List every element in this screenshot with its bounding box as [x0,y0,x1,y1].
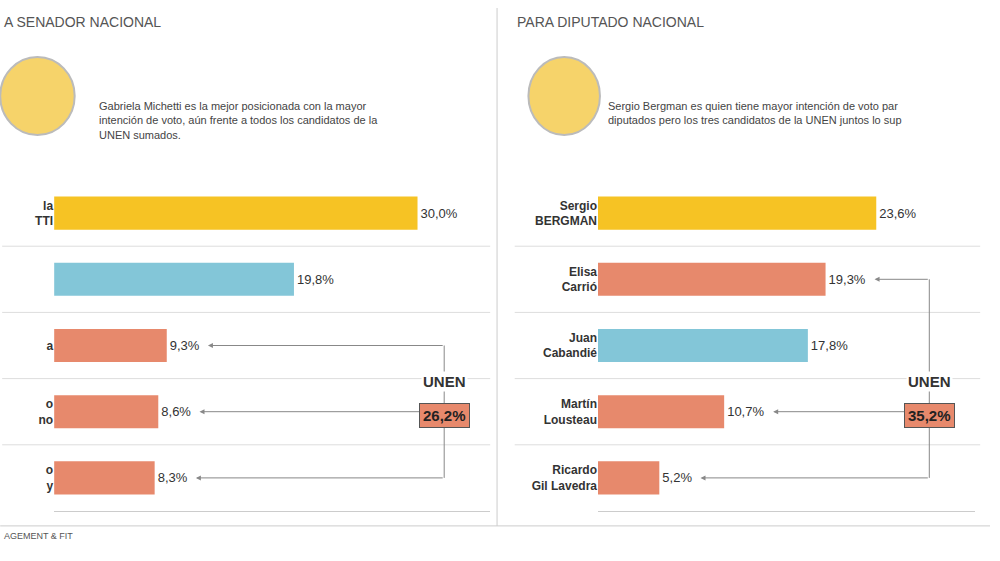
svg-text:5,2%: 5,2% [662,470,692,485]
svg-text:ElisaCarrió: ElisaCarrió [562,265,598,295]
svg-text:30,0%: 30,0% [421,206,458,221]
svg-text:A SENADOR NACIONAL: A SENADOR NACIONAL [4,14,161,30]
svg-text:oy: oy [46,463,54,493]
svg-text:JuanCabandié: JuanCabandié [543,331,597,361]
svg-text:AGEMENT & FIT: AGEMENT & FIT [4,531,73,541]
svg-text:26,2%: 26,2% [423,407,466,424]
svg-text:UNEN: UNEN [423,373,466,390]
svg-text:RicardoGil Lavedra: RicardoGil Lavedra [532,463,598,493]
svg-text:19,8%: 19,8% [297,272,334,287]
svg-text:a: a [46,339,53,353]
svg-text:SergioBERGMAN: SergioBERGMAN [535,199,597,229]
svg-text:Gabriela Michetti es la mejor: Gabriela Michetti es la mejor posicionad… [99,100,378,141]
svg-text:MartínLousteau: MartínLousteau [544,397,597,427]
svg-text:9,3%: 9,3% [170,338,200,353]
svg-text:PARA DIPUTADO NACIONAL: PARA DIPUTADO NACIONAL [517,14,704,30]
svg-text:23,6%: 23,6% [879,206,916,221]
svg-text:ono: ono [38,397,53,427]
svg-text:UNEN: UNEN [908,373,951,390]
svg-text:35,2%: 35,2% [908,407,951,424]
svg-text:8,6%: 8,6% [161,404,191,419]
svg-text:Sergio Bergman es quien tiene: Sergio Bergman es quien tiene mayor inte… [608,100,902,126]
svg-text:10,7%: 10,7% [727,404,764,419]
svg-text:8,3%: 8,3% [158,470,188,485]
svg-text:laTTI: laTTI [35,199,53,229]
svg-text:17,8%: 17,8% [811,338,848,353]
svg-text:19,3%: 19,3% [829,272,866,287]
